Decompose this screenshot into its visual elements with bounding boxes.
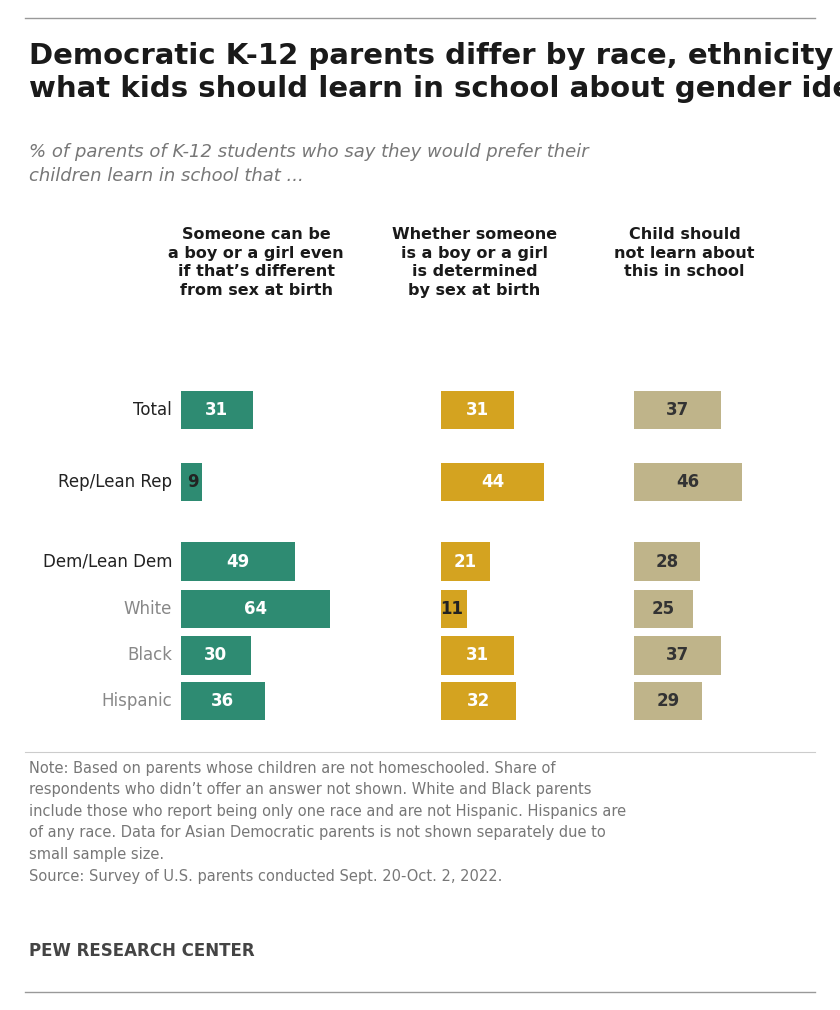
Text: Democratic K-12 parents differ by race, ethnicity over
what kids should learn in: Democratic K-12 parents differ by race, … (29, 42, 840, 103)
Text: 11: 11 (440, 600, 464, 618)
Text: 64: 64 (244, 600, 267, 618)
Bar (634, 682, 702, 720)
Text: 30: 30 (204, 646, 228, 665)
Text: Someone can be
a boy or a girl even
if that’s different
from sex at birth: Someone can be a boy or a girl even if t… (168, 227, 344, 298)
Text: 9: 9 (186, 473, 198, 491)
Text: 49: 49 (226, 552, 249, 571)
Bar (441, 636, 513, 675)
Text: Total: Total (134, 401, 172, 419)
Text: 21: 21 (454, 552, 477, 571)
Text: 31: 31 (205, 401, 228, 419)
Bar (181, 590, 330, 628)
Bar (441, 391, 513, 429)
Bar (634, 590, 693, 628)
Bar (181, 636, 251, 675)
Text: 28: 28 (655, 552, 679, 571)
Bar (634, 391, 721, 429)
Bar (441, 463, 544, 501)
Text: 31: 31 (465, 646, 489, 665)
Text: 29: 29 (657, 692, 680, 710)
Text: 25: 25 (652, 600, 675, 618)
Text: 32: 32 (467, 692, 490, 710)
Bar (181, 463, 202, 501)
Bar (441, 542, 491, 581)
Text: Black: Black (127, 646, 172, 665)
Text: 36: 36 (211, 692, 234, 710)
Bar (181, 391, 253, 429)
Text: 37: 37 (666, 401, 689, 419)
Text: Note: Based on parents whose children are not homeschooled. Share of
respondents: Note: Based on parents whose children ar… (29, 761, 627, 884)
Text: Rep/Lean Rep: Rep/Lean Rep (58, 473, 172, 491)
Bar (634, 542, 700, 581)
Bar (634, 463, 742, 501)
Bar (441, 590, 467, 628)
Bar (441, 682, 516, 720)
Bar (634, 636, 721, 675)
Text: 37: 37 (666, 646, 689, 665)
Bar (181, 542, 296, 581)
Text: Child should
not learn about
this in school: Child should not learn about this in sch… (614, 227, 755, 280)
Text: 31: 31 (465, 401, 489, 419)
Text: Hispanic: Hispanic (102, 692, 172, 710)
Bar (181, 682, 265, 720)
Text: Whether someone
is a boy or a girl
is determined
by sex at birth: Whether someone is a boy or a girl is de… (392, 227, 557, 298)
Text: 46: 46 (676, 473, 700, 491)
Text: Dem/Lean Dem: Dem/Lean Dem (43, 552, 172, 571)
Text: White: White (123, 600, 172, 618)
Text: PEW RESEARCH CENTER: PEW RESEARCH CENTER (29, 941, 255, 960)
Text: % of parents of K-12 students who say they would prefer their
children learn in : % of parents of K-12 students who say th… (29, 143, 589, 185)
Text: 44: 44 (480, 473, 504, 491)
